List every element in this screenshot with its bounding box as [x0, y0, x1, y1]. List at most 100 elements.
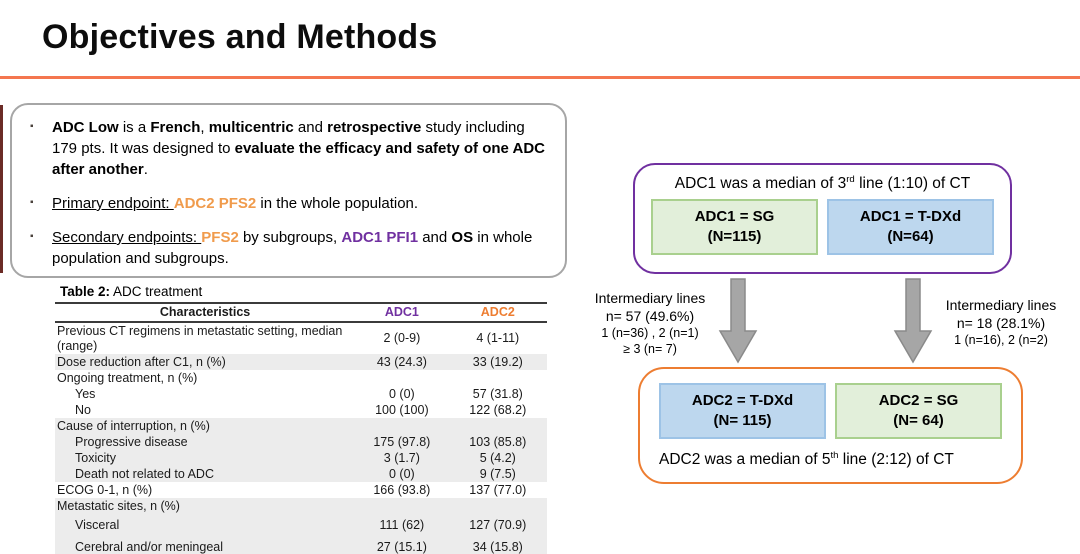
cell-characteristic: Metastatic sites, n (%) [57, 498, 180, 513]
cell-adc2 [449, 418, 547, 434]
cell-adc1 [355, 418, 448, 434]
table-row: Dose reduction after C1, n (%) 43 (24.3) 3… [55, 354, 547, 370]
table-row: Ongoing treatment, n (%) [55, 370, 547, 386]
cell-characteristic: Toxicity [75, 450, 116, 465]
cell-adc1: 111 (62) [379, 518, 425, 532]
table-row: Yes 0 (0) 57 (31.8) [55, 386, 547, 402]
cell-adc1: 2 (0-9) [383, 331, 421, 345]
left-accent-bar [0, 105, 3, 273]
bullet-text: Secondary endpoints: PFS2 by subgroups, … [52, 229, 533, 267]
column-header-adc2: ADC2 [448, 303, 547, 323]
adc2-tdxd-cell: ADC2 = T-DXd (N= 115) [659, 383, 826, 439]
adc2-cells: ADC2 = T-DXd (N= 115) ADC2 = SG (N= 64) [640, 383, 1021, 439]
annotation-line: n= 18 (28.1%) [956, 315, 1046, 331]
adc1-flow-box: ADC1 was a median of 3rd line (1:10) of … [633, 163, 1012, 274]
cell-adc1 [355, 498, 448, 514]
cell-adc2: 103 (85.8) [469, 434, 527, 449]
cell-adc2 [449, 498, 547, 514]
table-row: ECOG 0-1, n (%) 166 (93.8) 137 (77.0) [55, 482, 547, 498]
intermediary-lines-left: Intermediary lines n= 57 (49.6%) 1 (n=36) … [568, 289, 732, 357]
annotation-line: n= 57 (49.6%) [605, 308, 695, 324]
annotation-line: Intermediary lines [945, 297, 1057, 313]
cell-characteristic: No [75, 402, 91, 417]
column-header-adc1: ADC1 [355, 303, 449, 323]
cell-characteristic: Death not related to ADC [75, 466, 214, 481]
column-header-characteristics: Characteristics [55, 303, 356, 323]
cell-adc1: 27 (15.1) [376, 540, 427, 554]
annotation-line: 1 (n=36) , 2 (n=1) [601, 326, 699, 340]
cell-adc1: 166 (93.8) [373, 482, 431, 497]
bullet-square-icon: ▪ [30, 197, 34, 208]
table-header-row: Characteristics ADC1 ADC2 [55, 303, 547, 323]
bullet-square-icon: ▪ [30, 231, 34, 242]
cell-characteristic: Previous CT regimens in metastatic setti… [57, 323, 343, 353]
table-body: Previous CT regimens in metastatic setti… [55, 322, 547, 554]
cell-adc2: 34 (15.8) [472, 540, 523, 554]
cell-adc2: 33 (19.2) [472, 354, 523, 369]
annotation-line: ≥ 3 (n= 7) [623, 342, 677, 356]
cell-characteristic: Visceral [75, 518, 120, 532]
bullet-text: Primary endpoint: ADC2 PFS2 in the whole… [52, 195, 419, 212]
adc1-flow-title: ADC1 was a median of 3rd line (1:10) of … [674, 174, 971, 193]
cell-adc1: 43 (24.3) [376, 354, 427, 369]
cell-characteristic: ECOG 0-1, n (%) [57, 482, 153, 497]
adc2-flow-box: ADC2 = T-DXd (N= 115) ADC2 = SG (N= 64) … [638, 367, 1023, 484]
cell-adc1: 100 (100) [375, 402, 429, 417]
page-title: Objectives and Methods [42, 18, 438, 56]
superscript: rd [846, 174, 855, 185]
cell-adc2: 122 (68.2) [469, 402, 527, 417]
adc2-flow-caption: ADC2 was a median of 5th line (2:12) of … [659, 450, 954, 469]
bullet-item: ▪ Secondary endpoints: PFS2 by subgroups,… [30, 227, 549, 269]
adc1-cells: ADC1 = SG (N=115) ADC1 = T-DXd (N=64) [635, 199, 1010, 256]
cell-characteristic: Progressive disease [75, 434, 188, 449]
bullet-list: ▪ ADC Low is a French, multicentric and r… [30, 117, 549, 269]
cell-characteristic: Dose reduction after C1, n (%) [57, 354, 226, 369]
down-arrow-icon [718, 278, 758, 364]
bullet-item: ▪ ADC Low is a French, multicentric and r… [30, 117, 549, 180]
bullet-item: ▪ Primary endpoint: ADC2 PFS2 in the whol… [30, 193, 549, 214]
table-row: Progressive disease 175 (97.8) 103 (85.8) [55, 434, 547, 450]
table-caption-text: ADC treatment [110, 284, 203, 299]
cell-adc2: 57 (31.8) [472, 386, 523, 401]
cell-adc1: 0 (0) [389, 386, 415, 401]
cell-adc1: 175 (97.8) [373, 434, 431, 449]
down-arrow-icon [893, 278, 933, 364]
table-row: Cause of interruption, n (%) [55, 418, 547, 434]
table-row: Visceral 111 (62) 127 (70.9) [55, 514, 547, 536]
table-row: Metastatic sites, n (%) [55, 498, 547, 514]
superscript: th [830, 450, 839, 461]
cell-characteristic: Cerebral and/or meningeal [75, 540, 224, 554]
bullet-text: ADC Low is a French, multicentric and re… [52, 119, 545, 178]
cell-adc2: 4 (1-11) [476, 331, 520, 345]
table-caption: Table 2: ADC treatment [55, 284, 547, 299]
table-row: Cerebral and/or meningeal 27 (15.1) 34 (15… [55, 536, 547, 554]
table-row: Previous CT regimens in metastatic setti… [55, 322, 547, 354]
intermediary-lines-right: Intermediary lines n= 18 (28.1%) 1 (n=16),… [918, 296, 1080, 348]
cell-adc2 [449, 370, 547, 386]
cell-adc1: 3 (1.7) [383, 450, 420, 465]
adc1-sg-cell: ADC1 = SG (N=115) [651, 199, 818, 256]
adc2-sg-cell: ADC2 = SG (N= 64) [835, 383, 1002, 439]
table-row: Death not related to ADC 0 (0) 9 (7.5) [55, 466, 547, 482]
cell-characteristic: Ongoing treatment, n (%) [57, 370, 198, 385]
cell-adc1: 0 (0) [389, 466, 415, 481]
annotation-line: Intermediary lines [594, 290, 706, 306]
table-caption-label: Table 2: [60, 284, 111, 299]
adc1-tdxd-cell: ADC1 = T-DXd (N=64) [827, 199, 994, 256]
adc-treatment-table: Characteristics ADC1 ADC2 Previous CT re… [55, 302, 547, 554]
cell-adc1 [355, 370, 448, 386]
annotation-line: 1 (n=16), 2 (n=2) [954, 333, 1048, 347]
bullet-square-icon: ▪ [30, 121, 34, 132]
table-row: Toxicity 3 (1.7) 5 (4.2) [55, 450, 547, 466]
objectives-panel: ▪ ADC Low is a French, multicentric and r… [10, 103, 567, 278]
cell-adc2: 127 (70.9) [469, 518, 527, 532]
cell-adc2: 9 (7.5) [479, 466, 516, 481]
cell-adc2: 5 (4.2) [479, 450, 516, 465]
cell-characteristic: Cause of interruption, n (%) [57, 418, 210, 433]
table-row: No 100 (100) 122 (68.2) [55, 402, 547, 418]
cell-characteristic: Yes [75, 386, 96, 401]
title-divider [0, 76, 1080, 79]
table-section: Table 2: ADC treatment Characteristics A… [55, 284, 547, 554]
cell-adc2: 137 (77.0) [469, 482, 527, 497]
